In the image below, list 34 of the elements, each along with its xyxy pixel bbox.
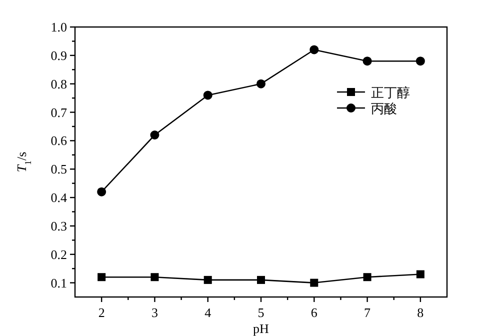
y-tick-label: 0.2 [50, 246, 67, 262]
y-tick-label: 0.4 [50, 190, 68, 206]
y-tick-label: 0.8 [50, 76, 67, 92]
point [203, 90, 212, 100]
point [98, 273, 106, 282]
point [150, 273, 159, 282]
y-tick-label: 0.6 [50, 133, 68, 148]
x-axis-title: pH [253, 321, 269, 336]
y-tick-label: 1.0 [50, 20, 67, 34]
point [363, 273, 372, 282]
point [204, 276, 212, 284]
point [150, 130, 160, 140]
x-tick-label: 7 [364, 305, 372, 320]
y-tick-label: 0.7 [50, 104, 68, 120]
y-tick-label: 0.5 [50, 162, 67, 177]
point [416, 270, 424, 278]
legend-label: 正丁醇 [371, 86, 410, 101]
point [257, 276, 265, 284]
point [310, 45, 319, 54]
x-tick-label: 3 [151, 305, 158, 320]
point [97, 187, 106, 196]
x-tick-label: 6 [310, 305, 318, 320]
x-tick-label: 5 [258, 305, 264, 320]
x-tick-label: 2 [98, 305, 105, 320]
point [256, 79, 266, 88]
y-tick-label: 0.1 [50, 275, 67, 290]
point [362, 56, 372, 66]
legend-label: 丙酸 [371, 102, 397, 117]
y-tick-label: 0.3 [50, 218, 67, 234]
point [310, 278, 318, 287]
x-tick-label: 8 [417, 305, 424, 320]
y-tick-label: 0.9 [50, 48, 67, 63]
x-tick-label: 4 [204, 305, 212, 320]
point [416, 56, 425, 66]
